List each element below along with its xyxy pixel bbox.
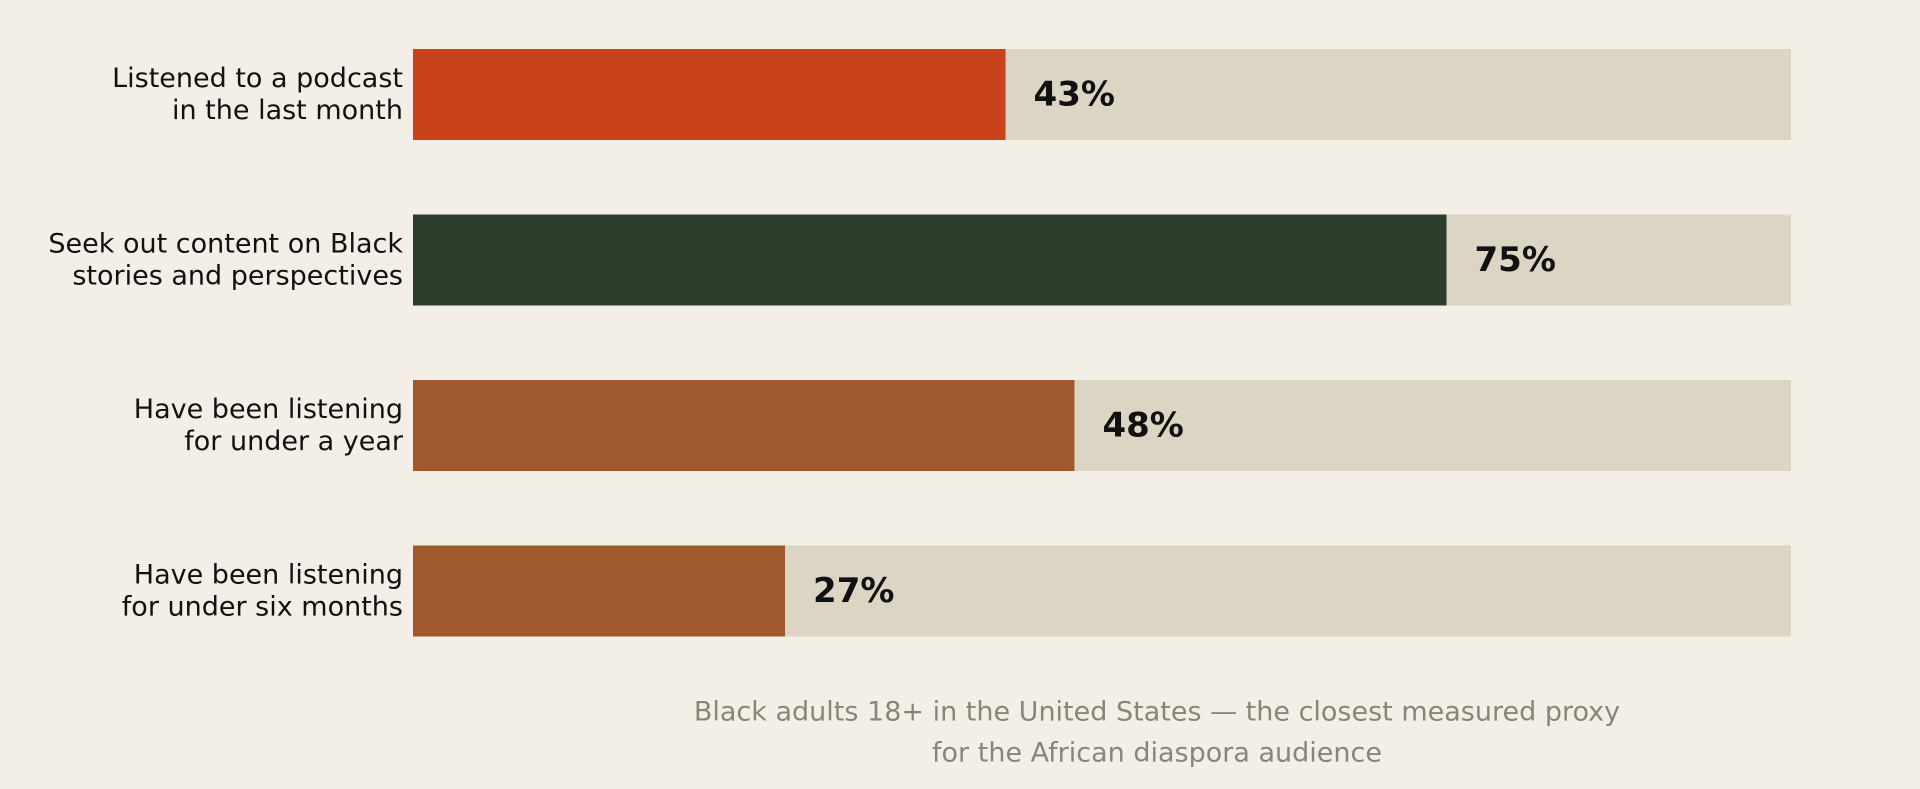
bar-1 — [413, 214, 1447, 306]
value-label-1: 75% — [1475, 240, 1556, 280]
category-label-3-line-1: for under six months — [122, 592, 403, 623]
value-label-2: 48% — [1102, 406, 1183, 446]
category-label-3-line-0: Have been listening — [134, 560, 403, 591]
category-label-1-line-0: Seek out content on Black — [48, 229, 403, 260]
bar-2 — [413, 380, 1075, 471]
category-label-2-line-1: for under a year — [184, 426, 404, 457]
bar-0 — [413, 49, 1006, 140]
bar-3 — [413, 545, 786, 637]
category-label-0-line-1: in the last month — [172, 95, 403, 126]
category-label-2-line-0: Have been listening — [134, 394, 403, 425]
category-label-0-line-0: Listened to a podcast — [112, 63, 403, 94]
caption-line-1: for the African diaspora audience — [932, 738, 1382, 769]
chart-caption: Black adults 18+ in the United States — … — [694, 697, 1620, 769]
value-label-3: 27% — [813, 571, 894, 611]
caption-line-0: Black adults 18+ in the United States — … — [694, 697, 1620, 728]
category-label-1-line-1: stories and perspectives — [72, 261, 403, 292]
value-label-0: 43% — [1034, 75, 1115, 115]
